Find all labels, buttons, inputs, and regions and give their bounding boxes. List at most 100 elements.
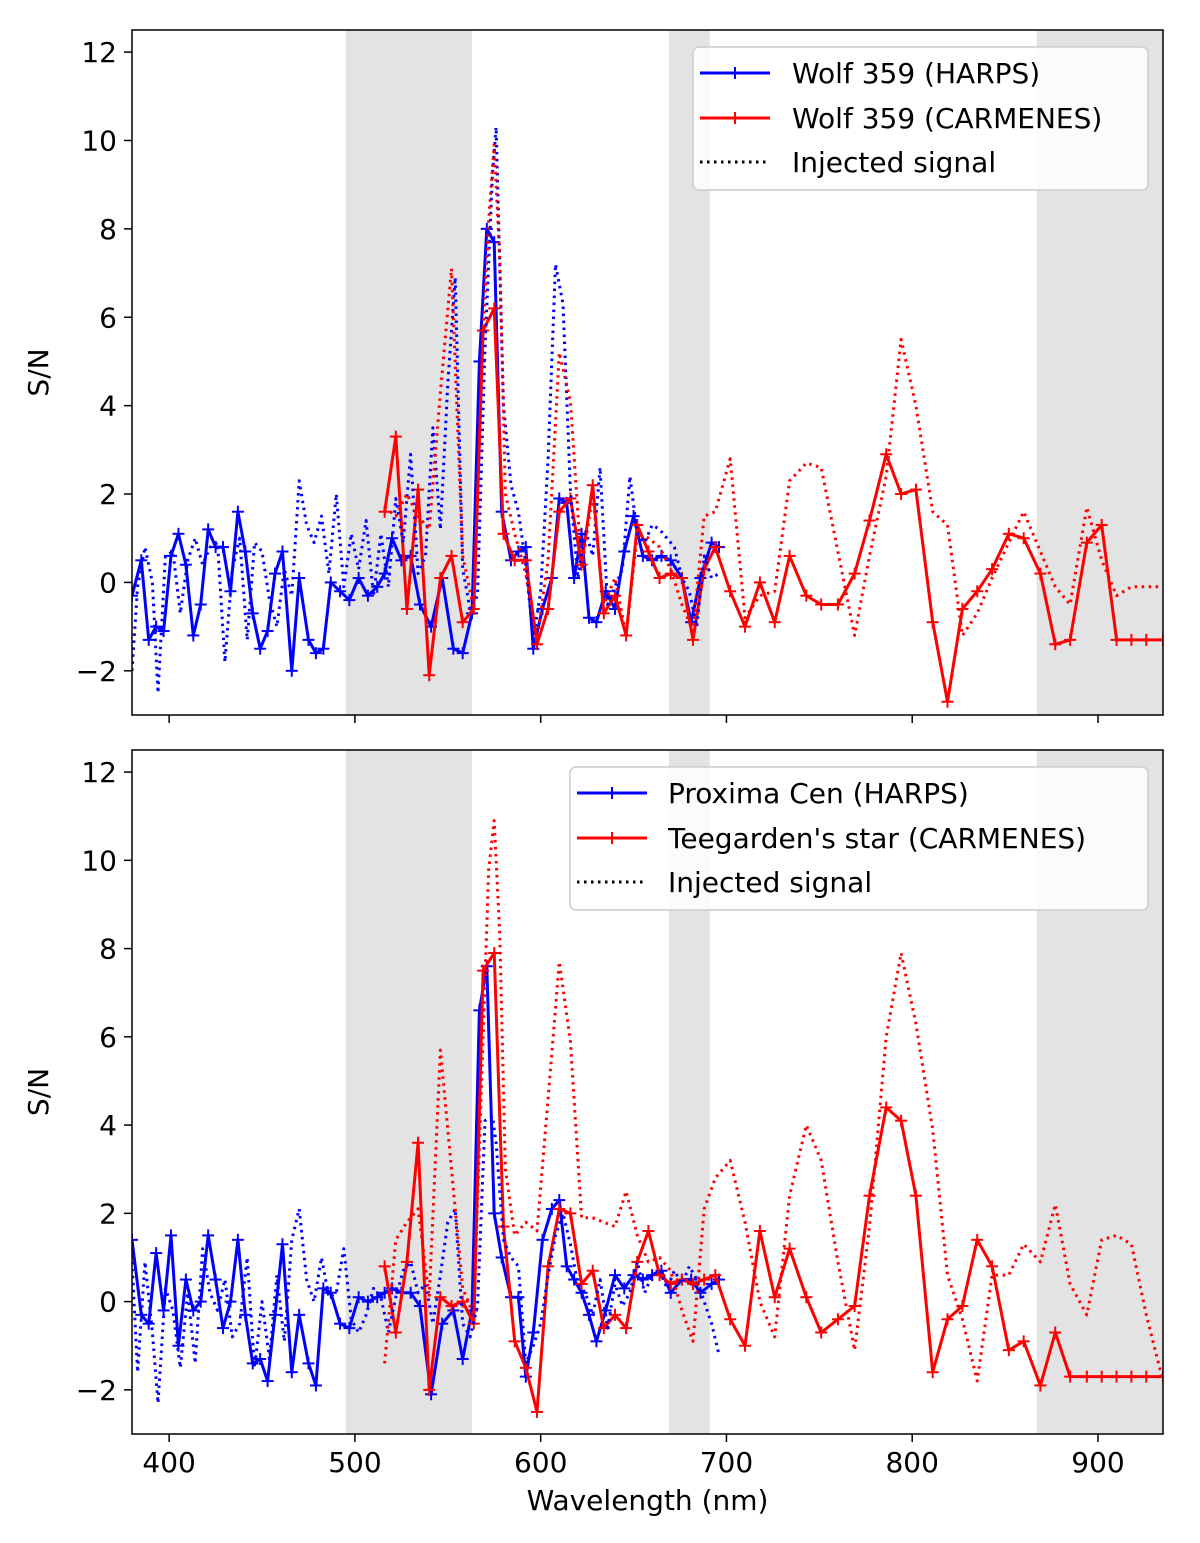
data-point [698,1273,711,1286]
data-point [293,1308,306,1321]
data-point [261,625,274,638]
data-point [488,946,501,959]
y-tick-label: 4 [99,390,117,423]
y-tick-label: −2 [76,655,117,688]
data-point [194,598,207,611]
data-point [179,1273,192,1286]
data-point [423,1383,436,1396]
data-point [150,1247,163,1260]
data-point [863,514,876,527]
data-point [553,1202,566,1215]
chart-bottom: 400 500 600 700 800 900 −2 0 2 4 6 8 10 12 S/N Waveleng… [22,749,1164,1517]
data-point [536,1233,549,1246]
y-tick-label: 0 [99,1286,117,1319]
data-point [642,1225,655,1238]
data-point [239,1308,252,1321]
data-point [627,510,640,523]
x-tick-label: 500 [328,1446,381,1479]
data-point [568,572,581,584]
data-point [620,1322,633,1335]
legend-label: Injected signal [792,146,996,179]
data-point [343,1322,356,1335]
x-axis-label: Wavelength (nm) [527,1484,769,1517]
legend: Proxima Cen (HARPS) Teegarden's star (CAR… [569,766,1149,911]
data-point [217,1322,230,1335]
data-point [246,607,259,620]
data-point [768,1291,781,1304]
data-point [157,625,170,638]
y-axis-label: S/N [22,348,55,396]
y-tick-label: 2 [99,1197,117,1230]
legend-entry: Injected signal [577,866,872,899]
axes-frame [131,29,1164,716]
legend-entry: Wolf 359 (CARMENES) [700,102,1102,135]
data-point [753,1225,766,1238]
data-point [642,545,655,558]
data-point [575,1277,588,1290]
y-tick-label: 8 [99,933,117,966]
data-point [815,1326,828,1339]
data-point [590,616,603,629]
data-point [352,1291,365,1304]
data-point [880,1101,893,1114]
y-tick-label: 2 [99,478,117,511]
data-point [404,1286,417,1299]
data-point [135,1308,148,1321]
y-tick-label: 10 [81,124,117,157]
legend: Wolf 359 (HARPS) Wolf 359 (CARMENES) Injec… [692,46,1149,191]
data-point [909,483,922,496]
data-point [675,1273,688,1286]
x-tick-label: 700 [700,1446,753,1479]
data-point [488,302,501,315]
data-point [582,611,595,624]
data-point [309,647,322,660]
x-tick-label: 800 [885,1446,938,1479]
data-point [687,633,700,646]
data-point [1110,633,1123,646]
data-point [564,492,577,505]
plot-area [132,819,1163,1418]
data-point [582,1308,595,1321]
data-point [519,541,532,554]
legend-entry: Teegarden's star (CARMENES) [577,822,1086,855]
legend-label: Proxima Cen (HARPS) [668,777,969,810]
data-point [768,616,781,629]
x-tick-label: 600 [514,1446,567,1479]
data-point [477,964,490,977]
y-tick-label: 6 [99,1021,117,1054]
data-point [343,594,356,607]
data-point [783,549,796,562]
data-point [1157,633,1163,646]
data-point [620,629,633,642]
data-point [334,1317,347,1330]
data-point [302,633,315,646]
data-point [1034,567,1047,580]
data-point [724,585,737,598]
data-point [590,1335,603,1348]
legend-label: Wolf 359 (CARMENES) [792,102,1102,135]
legend-box [569,766,1149,911]
data-point [530,1405,543,1418]
data-point [664,554,677,567]
data-point [317,642,330,655]
data-point [783,1242,796,1255]
data-point [653,572,666,584]
data-point [142,633,155,646]
axes-frame [131,749,1164,1435]
data-point [608,1308,621,1321]
data-point [285,664,298,677]
data-point [231,505,244,518]
data-point [926,616,939,629]
data-point [378,1260,391,1273]
data-point [1002,1344,1015,1357]
data-point [586,479,599,492]
data-point [254,1352,267,1365]
data-point [895,488,908,501]
data-point [179,558,192,571]
y-tick-label: 12 [81,36,117,69]
y-axis-label: S/N [22,1068,55,1116]
data-point [724,1313,737,1326]
data-point [1017,532,1030,545]
data-point [1140,1370,1153,1383]
